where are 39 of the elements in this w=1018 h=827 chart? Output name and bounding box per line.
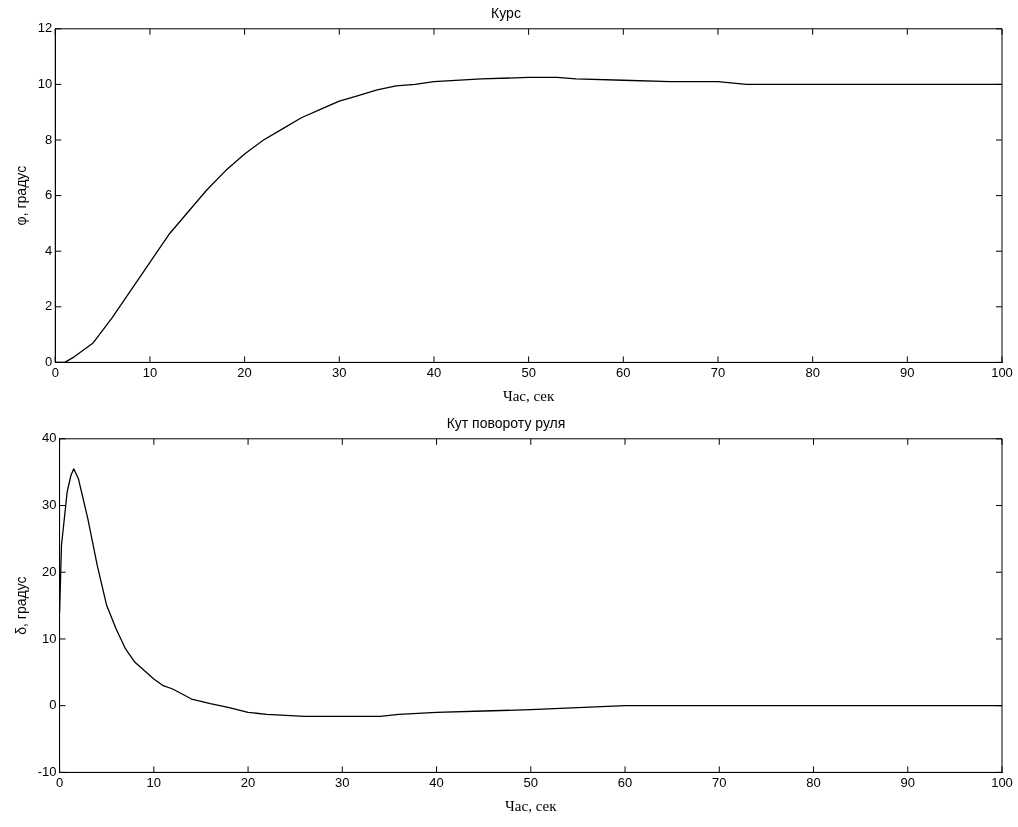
x-tick-label: 100 xyxy=(991,774,1013,790)
y-tick-label: 0 xyxy=(49,697,57,713)
x-tick-label: 70 xyxy=(710,364,726,380)
chart-title: Курс xyxy=(491,5,521,22)
x-tick-label: 60 xyxy=(616,364,631,380)
y-tick-label: 30 xyxy=(42,497,57,513)
x-tick-label: 70 xyxy=(712,774,727,790)
y-tick-label: -10 xyxy=(37,763,57,779)
x-tick-label: 40 xyxy=(426,364,442,380)
x-axis-title: Час, сек xyxy=(505,797,558,814)
x-tick-label: 40 xyxy=(429,774,444,790)
y-axis-title: δ, градус xyxy=(13,576,30,635)
y-tick-label: 6 xyxy=(45,187,53,203)
y-tick-label: 40 xyxy=(42,430,57,446)
x-tick-label: 10 xyxy=(142,364,158,380)
x-tick-label: 50 xyxy=(523,774,539,790)
y-tick-label: 4 xyxy=(45,242,53,258)
x-tick-label: 20 xyxy=(240,774,256,790)
x-tick-label: 30 xyxy=(332,364,347,380)
x-tick-label: 100 xyxy=(991,364,1013,380)
y-tick-label: 20 xyxy=(42,563,57,579)
chart-title: Кут повороту руля xyxy=(446,415,566,432)
x-tick-label: 90 xyxy=(900,364,915,380)
y-tick-label: 0 xyxy=(45,353,53,369)
x-tick-label: 20 xyxy=(237,364,252,380)
x-tick-label: 10 xyxy=(146,774,162,790)
x-tick-label: 30 xyxy=(335,774,350,790)
y-axis-title: φ, градус xyxy=(13,165,30,226)
x-tick-label: 60 xyxy=(617,774,633,790)
y-tick-label: 12 xyxy=(37,20,53,36)
y-tick-label: 2 xyxy=(45,298,53,314)
y-tick-label: 10 xyxy=(37,75,53,91)
x-axis-title: Час, сек xyxy=(502,387,556,404)
y-tick-label: 10 xyxy=(42,630,57,646)
x-tick-label: 80 xyxy=(806,774,821,790)
x-tick-label: 90 xyxy=(900,774,915,790)
y-tick-label: 8 xyxy=(45,131,53,147)
x-tick-label: 50 xyxy=(521,364,536,380)
x-tick-label: 80 xyxy=(805,364,820,380)
